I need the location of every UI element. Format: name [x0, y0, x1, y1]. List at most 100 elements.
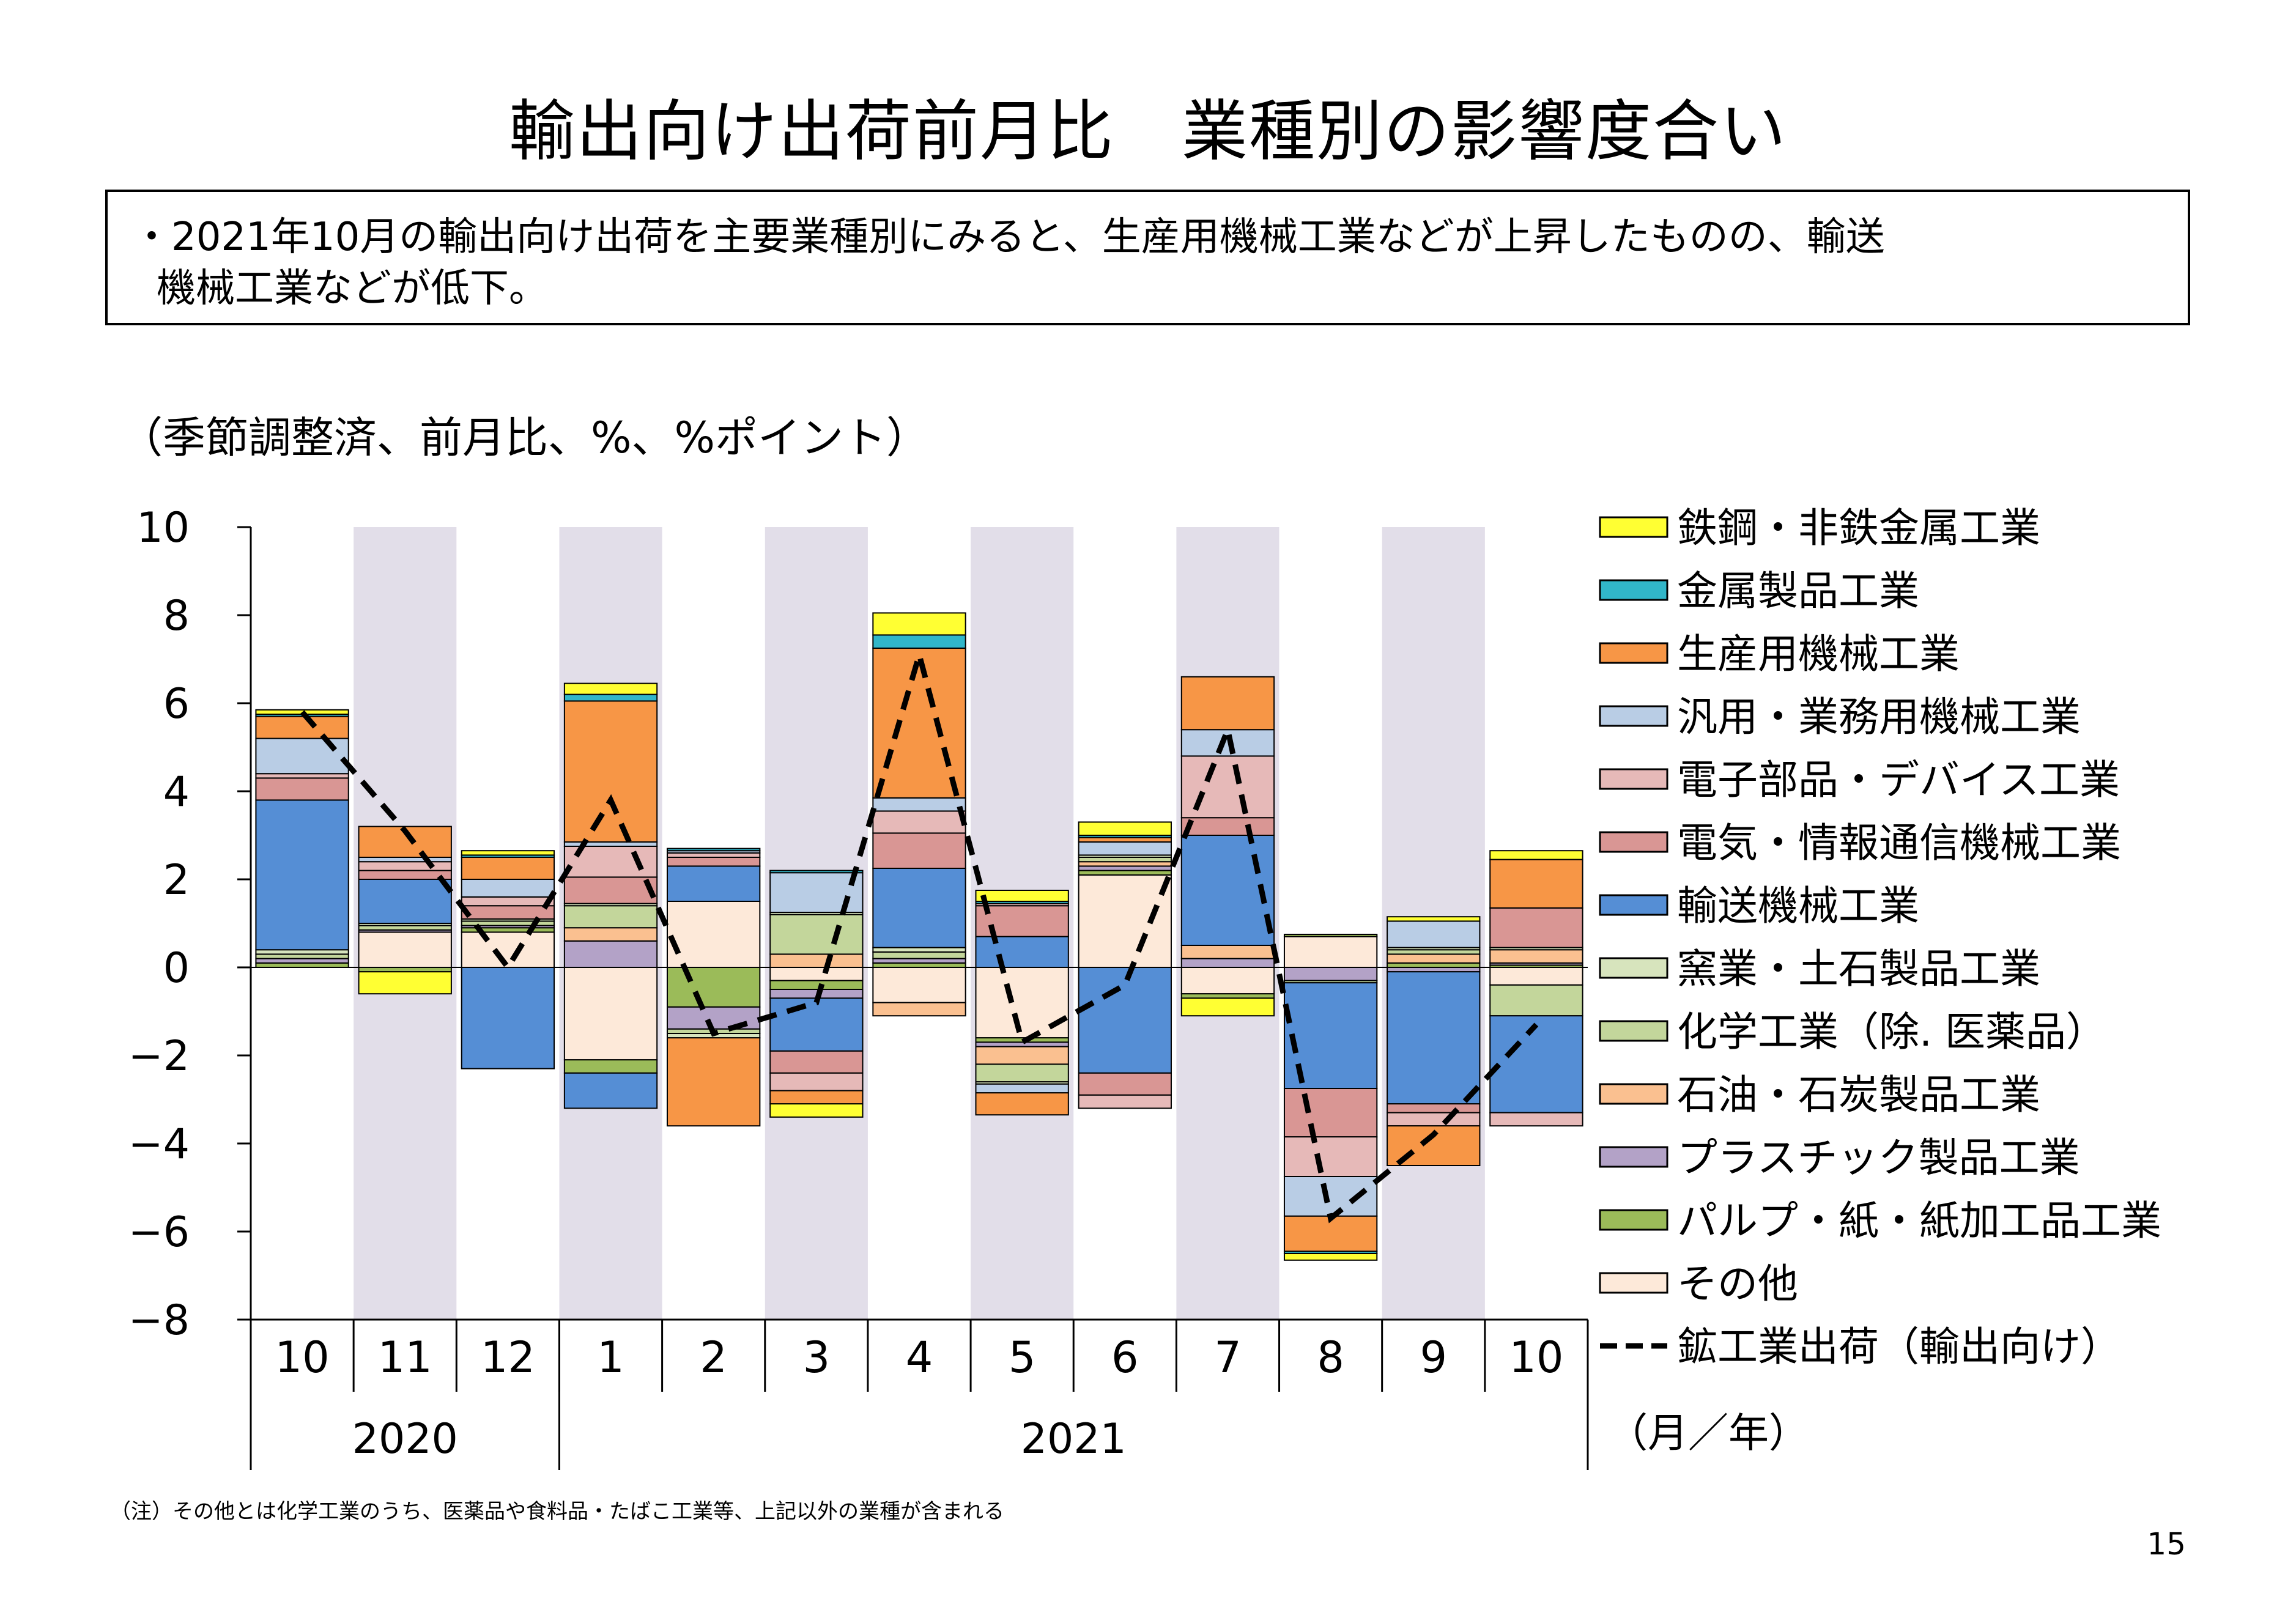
summary-line-1: ・2021年10月の輸出向け出荷を主要業種別にみると、生産用機械工業などが上昇し… — [132, 215, 1885, 260]
bar-segment — [667, 1037, 761, 1127]
bar-segment — [769, 914, 864, 955]
bar-segment — [1180, 993, 1275, 999]
legend-swatch — [1599, 1083, 1668, 1105]
bar-segment — [1283, 1136, 1378, 1177]
legend-swatch — [1599, 579, 1668, 601]
bar-segment — [255, 949, 349, 955]
bar-segment — [872, 868, 966, 948]
page-number: 15 — [2147, 1526, 2186, 1562]
bar-segment — [1489, 967, 1583, 986]
bar-segment — [358, 971, 452, 995]
legend-swatch — [1599, 1020, 1668, 1042]
bar-segment — [1489, 859, 1583, 909]
bar-segment — [872, 967, 966, 1003]
bar-segment — [667, 852, 761, 859]
bar-segment — [461, 850, 555, 856]
bar-segment — [1078, 870, 1172, 876]
bar-segment — [255, 715, 349, 739]
bar-segment — [563, 1072, 658, 1109]
page-title: 輸出向け出荷前月比 業種別の影響度合い — [508, 94, 1787, 170]
bar-segment — [1078, 857, 1172, 863]
bar-segment — [563, 905, 658, 929]
bar-segment — [769, 980, 864, 990]
bar-segment — [872, 810, 966, 834]
y-tick-label: 4 — [163, 768, 190, 816]
bar-segment — [1489, 850, 1583, 860]
legend-swatch — [1599, 705, 1668, 727]
total-shipments-line — [300, 645, 1539, 1224]
bar-segment — [667, 865, 761, 903]
bar-segment — [872, 962, 966, 969]
bar-segment — [563, 876, 658, 904]
bar-segment — [1180, 945, 1275, 959]
y-tick-label: 0 — [163, 944, 190, 992]
legend-swatch — [1599, 957, 1668, 979]
bar-segment — [1180, 817, 1275, 836]
bar-segment — [1387, 920, 1481, 948]
bar-segment — [563, 841, 658, 848]
bar-segment — [872, 947, 966, 953]
x-tick-label: 2 — [700, 1332, 727, 1383]
bar-segment — [1283, 1176, 1378, 1217]
bar-segment — [872, 1002, 966, 1017]
bar-segment — [563, 1059, 658, 1074]
bar-segment — [1387, 1103, 1481, 1114]
footnote: （注）その他とは化学工業のうち、医薬品や食料品・たばこ工業等、上記以外の業種が含… — [110, 1499, 1004, 1524]
legend-swatch — [1599, 1146, 1668, 1168]
bar-segment — [358, 967, 452, 973]
legend-swatch — [1599, 516, 1668, 538]
y-tick-label: 2 — [163, 856, 190, 904]
x-tick-label: 8 — [1317, 1332, 1344, 1383]
legend-label: 鉄鋼・非鉄金属工業 — [1677, 504, 2040, 552]
bar-segment — [358, 857, 452, 863]
bar-segment — [1283, 934, 1378, 937]
bar-segment — [461, 879, 555, 898]
legend-label: パルプ・紙・紙加工品工業 — [1677, 1197, 2161, 1244]
year-label: 2021 — [1021, 1415, 1127, 1463]
bar-segment — [769, 967, 864, 981]
bar-segment — [1078, 837, 1172, 843]
bar-segment — [461, 920, 555, 926]
bar-segment — [1489, 907, 1583, 948]
bar-segment — [255, 777, 349, 801]
bar-segment — [1078, 841, 1172, 856]
y-tick-label: 8 — [163, 592, 190, 640]
legend-label: その他 — [1677, 1260, 1798, 1307]
bar-segment — [872, 832, 966, 870]
bar-segment — [461, 905, 555, 920]
summary-box: ・2021年10月の輸出向け出荷を主要業種別にみると、生産用機械工業などが上昇し… — [105, 190, 2190, 325]
legend-swatch — [1599, 1272, 1668, 1294]
bar-segment — [1180, 835, 1275, 946]
bar-segment — [975, 1083, 1069, 1094]
bar-segment — [1283, 936, 1378, 968]
bar-segment — [1180, 997, 1275, 1017]
bar-segment — [1078, 821, 1172, 837]
bar-segment — [1283, 967, 1378, 981]
x-tick-label: 1 — [597, 1332, 624, 1383]
bar-segment — [1283, 1215, 1378, 1252]
bar-segment — [1387, 962, 1481, 969]
x-tick-label: 10 — [275, 1332, 330, 1383]
legend-label: 鉱工業出荷（輸出向け） — [1677, 1323, 2121, 1370]
bar-segment — [872, 648, 966, 799]
legend-label: 電子部品・デバイス工業 — [1677, 756, 2120, 803]
bar-segment — [255, 737, 349, 775]
bar-segment — [1489, 1112, 1583, 1127]
y-tick-label: −4 — [128, 1120, 190, 1169]
bar-segment — [769, 1072, 864, 1092]
bar-segment — [975, 1046, 1069, 1065]
legend-label: 電気・情報通信機械工業 — [1677, 819, 2121, 866]
x-tick-label: 4 — [906, 1332, 933, 1383]
bar-segment — [1283, 1088, 1378, 1138]
bar-segment — [1387, 1112, 1481, 1127]
bar-segment — [769, 953, 864, 969]
legend-label: 化学工業（除. 医薬品） — [1677, 1008, 2106, 1055]
bar-segment — [255, 962, 349, 969]
y-tick-label: −8 — [128, 1296, 190, 1345]
legend-swatch — [1599, 768, 1668, 790]
bar-segment — [872, 951, 966, 959]
bar-segment — [872, 612, 966, 636]
legend-label: 汎用・業務用機械工業 — [1677, 693, 2081, 741]
bar-segment — [255, 953, 349, 959]
